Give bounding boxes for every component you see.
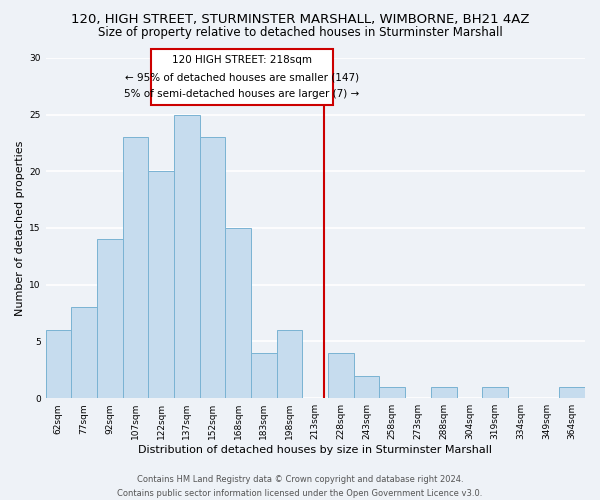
- Bar: [251, 353, 277, 398]
- Bar: [277, 330, 302, 398]
- Bar: [200, 137, 226, 398]
- X-axis label: Distribution of detached houses by size in Sturminster Marshall: Distribution of detached houses by size …: [138, 445, 492, 455]
- Bar: [354, 376, 379, 398]
- Bar: [226, 228, 251, 398]
- Bar: [71, 308, 97, 398]
- Text: Size of property relative to detached houses in Sturminster Marshall: Size of property relative to detached ho…: [98, 26, 502, 39]
- Bar: [122, 137, 148, 398]
- Bar: [174, 114, 200, 398]
- FancyBboxPatch shape: [151, 48, 333, 106]
- Bar: [148, 171, 174, 398]
- Bar: [379, 387, 405, 398]
- Bar: [431, 387, 457, 398]
- Bar: [97, 240, 122, 398]
- Text: 5% of semi-detached houses are larger (7) →: 5% of semi-detached houses are larger (7…: [124, 89, 359, 99]
- Text: 120 HIGH STREET: 218sqm: 120 HIGH STREET: 218sqm: [172, 55, 312, 65]
- Bar: [559, 387, 585, 398]
- Bar: [482, 387, 508, 398]
- Bar: [46, 330, 71, 398]
- Text: Contains HM Land Registry data © Crown copyright and database right 2024.
Contai: Contains HM Land Registry data © Crown c…: [118, 476, 482, 498]
- Text: ← 95% of detached houses are smaller (147): ← 95% of detached houses are smaller (14…: [125, 72, 359, 82]
- Bar: [328, 353, 354, 398]
- Y-axis label: Number of detached properties: Number of detached properties: [15, 140, 25, 316]
- Text: 120, HIGH STREET, STURMINSTER MARSHALL, WIMBORNE, BH21 4AZ: 120, HIGH STREET, STURMINSTER MARSHALL, …: [71, 12, 529, 26]
